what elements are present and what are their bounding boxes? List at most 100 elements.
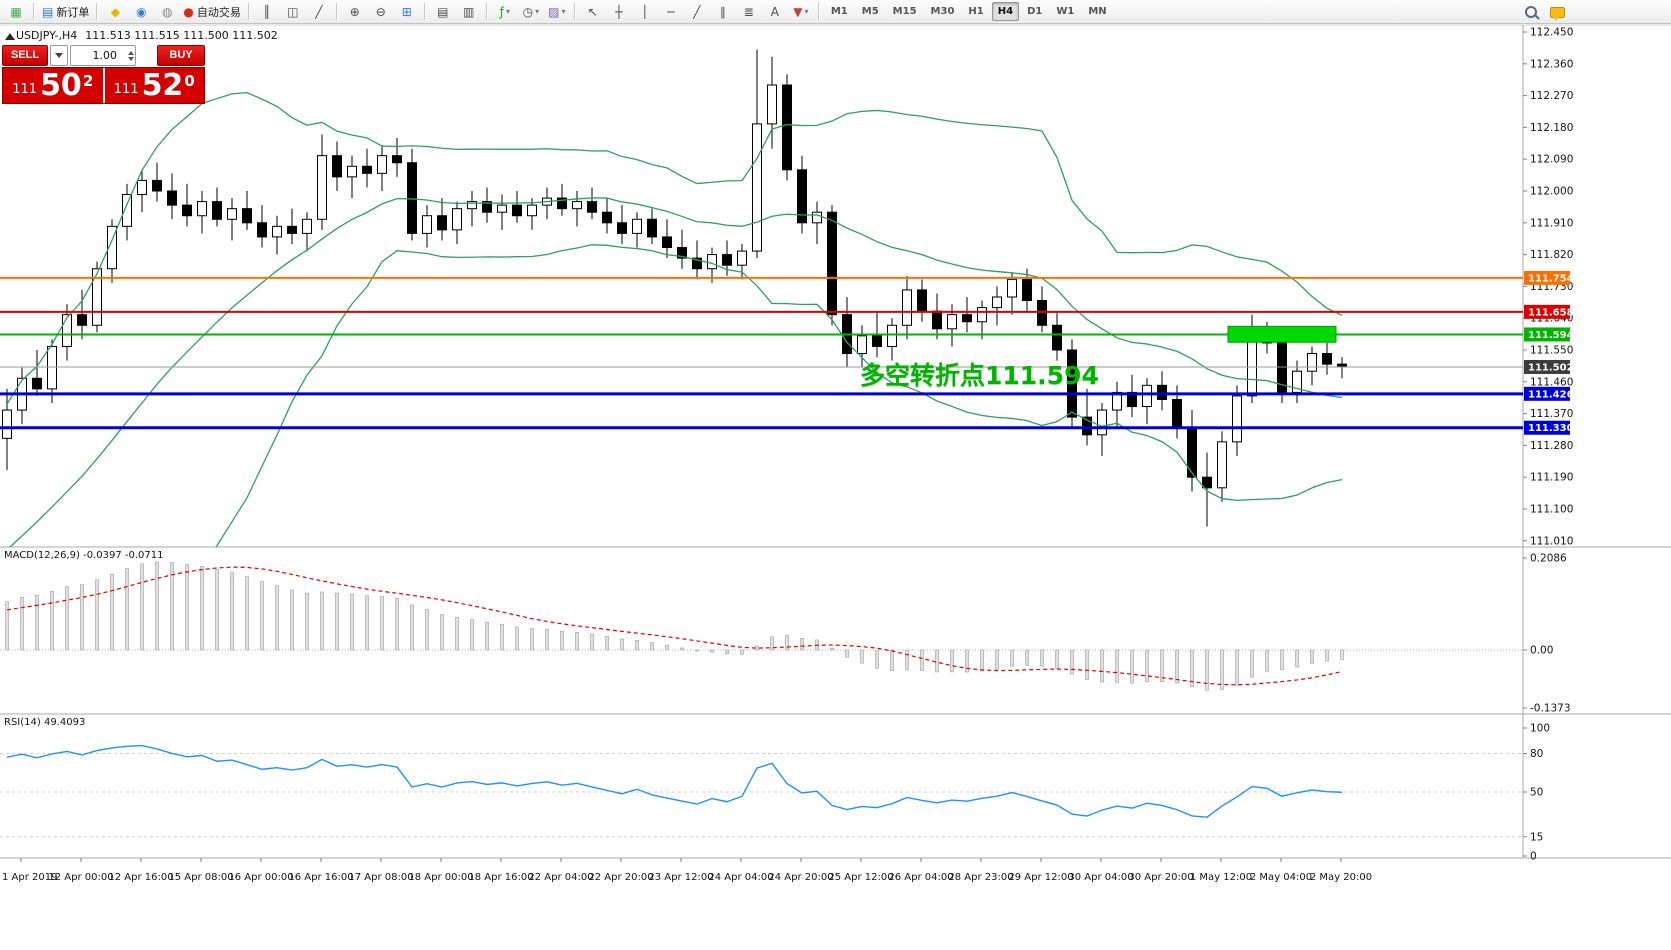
fibonacci-icon[interactable]: ≣ [743, 4, 754, 19]
svg-text:112.000: 112.000 [1530, 186, 1573, 198]
timeframe-h4[interactable]: H4 [991, 2, 1020, 21]
ohlc-values: 111.513 111.515 111.500 111.502 [85, 29, 278, 42]
community-icon[interactable] [1545, 2, 1569, 22]
grid-icon[interactable]: ⊞ [401, 4, 412, 19]
bar-chart-icon[interactable]: ║ [263, 4, 271, 19]
buy-button[interactable]: BUY [157, 45, 205, 66]
ask-price[interactable]: 111 52 0 [102, 68, 205, 103]
svg-text:111.550: 111.550 [1530, 345, 1573, 357]
svg-text:112.090: 112.090 [1530, 154, 1573, 166]
svg-text:1 Apr 2019: 1 Apr 2019 [2, 872, 57, 883]
price-scale[interactable]: 112.450 112.360 112.270 112.180 112.090 112.0… [1523, 27, 1573, 548]
search-icon[interactable] [1519, 2, 1543, 22]
svg-text:111.820: 111.820 [1530, 249, 1573, 261]
app-icon[interactable]: ▦ [10, 4, 22, 19]
svg-text:2 May 20:00: 2 May 20:00 [1310, 872, 1372, 883]
svg-text:24 Apr 04:00: 24 Apr 04:00 [708, 872, 773, 883]
timeframe-m5[interactable]: M5 [861, 6, 879, 17]
svg-text:100: 100 [1530, 723, 1550, 735]
crosshair-icon[interactable]: ┼ [615, 4, 623, 19]
pivot-annotation-text[interactable]: 多空转折点111.594 [860, 361, 1099, 390]
volume-up-button[interactable] [128, 50, 134, 55]
svg-text:112.450: 112.450 [1530, 27, 1573, 39]
text-icon[interactable]: A [770, 4, 779, 19]
svg-text:12 Apr 16:00: 12 Apr 16:00 [108, 872, 173, 883]
line-chart-icon[interactable]: ╱ [315, 4, 323, 19]
bid-price[interactable]: 111 50 2 [3, 68, 103, 103]
svg-text:16 Apr 00:00: 16 Apr 00:00 [228, 872, 293, 883]
toolbar-separator [96, 3, 99, 20]
toolbar: ▦ ▤ 新订单 ◆ ◉ ◍ ● 自动交易 ║ ◫ ╱ ⊕ ⊖ ⊞ ▤ ▥ ƒ ▾ ◷ ▾ ▨ ▾ ↖ ┼ │ ─ ╱ ∥ ≣ A ▼ ▾ M1… [0, 0, 1671, 24]
ask-big-digits: 52 [141, 68, 184, 103]
sell-button[interactable]: SELL [2, 45, 48, 66]
svg-text:15: 15 [1530, 831, 1543, 843]
cursor-icon[interactable]: ↖ [587, 4, 598, 19]
candlestick-chart-icon[interactable]: ◫ [287, 4, 299, 19]
svg-text:112.270: 112.270 [1530, 90, 1573, 102]
indicators-icon[interactable]: ƒ ▾ [499, 4, 510, 19]
channel-icon[interactable]: ∥ [719, 4, 726, 19]
one-click-collapse-toggle[interactable] [5, 33, 15, 40]
svg-text:25 Apr 12:00: 25 Apr 12:00 [828, 872, 893, 883]
vertical-line-icon[interactable]: │ [641, 4, 649, 19]
svg-text:111.370: 111.370 [1530, 408, 1573, 420]
price-tag-111.502 [1524, 359, 1570, 374]
zoom-out-icon[interactable]: ⊖ [375, 4, 386, 19]
svg-text:111.594: 111.594 [1528, 330, 1574, 341]
timeframe-h1[interactable]: H1 [968, 6, 984, 17]
market-watch-icon[interactable]: ◍ [162, 4, 173, 19]
timeframe-d1[interactable]: D1 [1027, 6, 1043, 17]
autotrading-button[interactable]: ● 自动交易 [183, 4, 241, 19]
toolbar-separator [817, 3, 820, 20]
bollinger-bands [6, 91, 1343, 547]
toolbar-left-groups: ▦ ▤ 新订单 ◆ ◉ ◍ ● 自动交易 ║ ◫ ╱ ⊕ ⊖ ⊞ ▤ ▥ ƒ ▾ ◷ ▾ ▨ ▾ ↖ ┼ │ ─ ╱ ∥ ≣ A ▼ ▾ [3, 2, 814, 22]
templates-icon[interactable]: ▨ ▾ [548, 4, 566, 19]
svg-text:12 Apr 00:00: 12 Apr 00:00 [48, 872, 113, 883]
arrow-tools-icon[interactable]: ▼ ▾ [793, 4, 809, 19]
profile-icon[interactable]: ◉ [136, 4, 147, 19]
timeframe-m1[interactable]: M1 [830, 6, 848, 17]
timeframe-w1[interactable]: W1 [1056, 6, 1075, 17]
svg-text:112.360: 112.360 [1530, 58, 1573, 70]
svg-text:16 Apr 16:00: 16 Apr 16:00 [288, 872, 353, 883]
symbol-period-label: USDJPY-,H4 [16, 29, 78, 42]
timeframe-mn[interactable]: MN [1088, 6, 1107, 17]
toolbar-separator [247, 3, 250, 20]
rsi-indicator [6, 744, 1343, 818]
order-type-dropdown[interactable] [50, 45, 68, 66]
trendline-icon[interactable]: ╱ [693, 4, 701, 19]
svg-text:22 Apr 04:00: 22 Apr 04:00 [528, 872, 593, 883]
horizontal-line-icon[interactable]: ─ [667, 4, 675, 19]
bid-big-digits: 50 [40, 68, 82, 103]
volume-spinner [128, 47, 134, 64]
new-order-button[interactable]: ▤ 新订单 [42, 4, 90, 19]
timeframe-m30[interactable]: M30 [930, 6, 955, 17]
cascade-windows-icon[interactable]: ▥ [463, 4, 475, 19]
bid-prefix: 111 [12, 82, 38, 97]
highlight-rectangle[interactable] [1227, 325, 1337, 343]
macd-scale[interactable]: 0.2086 0.00 -0.1373 [1523, 553, 1571, 715]
tile-windows-icon[interactable]: ▤ [437, 4, 449, 19]
svg-text:111.330: 111.330 [1528, 423, 1574, 434]
toolbar-separator [423, 3, 426, 20]
volume-down-button[interactable] [128, 56, 134, 61]
price-axis-tags: 111.754 111.658 111.594 111.502 111.426 111.3… [1524, 270, 1574, 435]
timeframe-m15[interactable]: M15 [892, 6, 917, 17]
toolbar-right [1518, 2, 1570, 22]
toolbar-separator [573, 3, 576, 20]
charts-layout-icon[interactable]: ◆ [110, 4, 120, 19]
svg-text:50: 50 [1530, 787, 1543, 799]
svg-text:15 Apr 08:00: 15 Apr 08:00 [168, 872, 233, 883]
volume-field [70, 45, 136, 66]
svg-text:111.100: 111.100 [1530, 504, 1573, 516]
toolbar-separator [485, 3, 488, 20]
rsi-scale[interactable]: 100 80 50 15 0 [1523, 723, 1550, 863]
periods-icon[interactable]: ◷ ▾ [522, 4, 540, 19]
svg-text:0.2086: 0.2086 [1530, 553, 1567, 565]
volume-input[interactable] [71, 48, 119, 63]
zoom-in-icon[interactable]: ⊕ [349, 4, 360, 19]
svg-text:24 Apr 20:00: 24 Apr 20:00 [768, 872, 833, 883]
candlestick-series [2, 49, 1347, 527]
